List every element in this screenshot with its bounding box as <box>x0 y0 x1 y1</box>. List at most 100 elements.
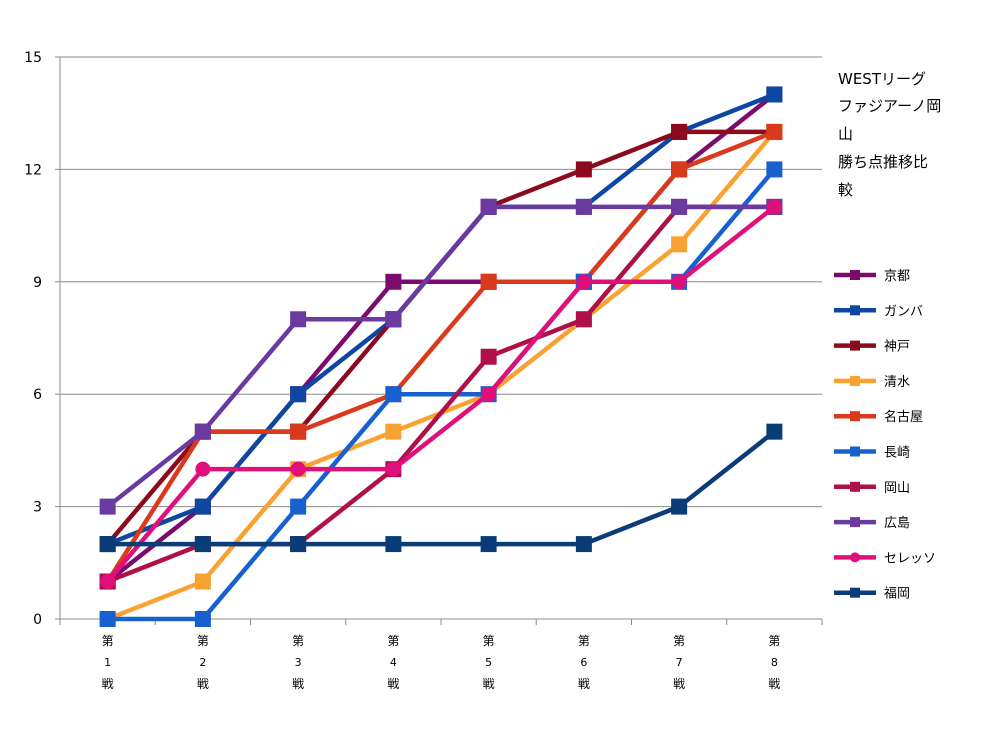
x-label-part: 2 <box>199 656 206 669</box>
x-label-part: 1 <box>104 656 111 669</box>
x-label-part: 戦 <box>768 677 780 691</box>
series-line <box>107 429 776 547</box>
x-label-part: 第 <box>387 634 399 648</box>
x-tick-label-1: 第 1 戦 <box>102 634 114 691</box>
legend-swatch-marker <box>850 517 860 528</box>
legend-item-セレッソ: セレッソ <box>834 551 936 566</box>
data-point <box>576 274 592 290</box>
x-label-part: 戦 <box>387 677 399 691</box>
data-point <box>480 273 497 290</box>
data-point <box>194 536 211 553</box>
data-point <box>290 536 307 553</box>
x-label-part: 第 <box>483 634 495 648</box>
data-point <box>480 348 497 365</box>
title-line-5: 較 <box>838 181 854 199</box>
x-label-part: 第 <box>292 634 304 648</box>
title-line-3: 山 <box>838 125 854 143</box>
data-point <box>671 498 688 515</box>
legend-label: 神戸 <box>884 340 910 355</box>
x-label-part: 第 <box>673 634 685 648</box>
x-tick-label-2: 第 2 戦 <box>197 634 209 691</box>
data-point <box>194 423 211 440</box>
legend-swatch-marker <box>850 552 860 563</box>
x-label-part: 第 <box>197 634 209 648</box>
data-point <box>671 198 688 215</box>
legend-swatch-marker <box>850 411 860 422</box>
data-point <box>480 536 497 553</box>
y-tick-label: 9 <box>33 275 42 291</box>
x-label-part: 6 <box>580 656 587 669</box>
data-point <box>575 536 592 553</box>
data-point <box>194 573 211 590</box>
series-line <box>105 205 776 583</box>
title-line-4: 勝ち点推移比 <box>838 153 929 171</box>
data-point <box>481 386 497 402</box>
y-tick-label: 12 <box>24 162 42 178</box>
title-line-2: ファジアーノ岡 <box>838 97 942 115</box>
legend-item-長崎: 長崎 <box>834 446 910 461</box>
legend-item-清水: 清水 <box>834 375 910 390</box>
data-point <box>385 461 401 477</box>
legend-item-神戸: 神戸 <box>834 340 910 355</box>
data-point <box>100 574 116 590</box>
data-point <box>766 161 783 178</box>
data-point <box>290 461 306 477</box>
x-tick-label-3: 第 3 戦 <box>292 634 304 691</box>
data-point <box>290 311 307 328</box>
legend-label: セレッソ <box>884 551 936 566</box>
legend-label: 京都 <box>884 269 910 284</box>
legend-swatch-marker <box>850 446 860 457</box>
series-福岡 <box>99 423 783 553</box>
legend-label: 長崎 <box>884 446 910 461</box>
data-point <box>671 123 688 140</box>
data-point <box>575 311 592 328</box>
y-tick-label: 0 <box>33 612 42 628</box>
data-point <box>99 536 116 553</box>
x-label-part: 戦 <box>292 677 304 691</box>
legend-label: 広島 <box>884 516 910 531</box>
legend-swatch-marker <box>850 305 860 316</box>
x-label-part: 3 <box>295 656 302 669</box>
series-セレッソ <box>100 199 782 590</box>
title-line-1: WESTリーグ <box>838 70 926 88</box>
legend-swatch-marker <box>850 375 860 386</box>
data-point <box>194 498 211 515</box>
y-tick-label: 15 <box>24 50 42 66</box>
x-label-part: 5 <box>485 656 492 669</box>
data-point <box>671 274 687 290</box>
legend-label: 岡山 <box>884 481 910 496</box>
data-point <box>385 273 402 290</box>
data-point <box>385 386 402 403</box>
data-point <box>290 386 307 403</box>
legend-item-名古屋: 名古屋 <box>834 409 923 425</box>
data-point <box>766 86 783 103</box>
series-line <box>106 204 775 509</box>
legend-item-広島: 広島 <box>834 516 910 531</box>
x-label-part: 第 <box>102 634 114 648</box>
x-label-part: 4 <box>390 656 397 669</box>
data-point <box>99 498 116 515</box>
legend-item-ガンバ: ガンバ <box>834 304 923 319</box>
x-tick-label-4: 第 4 戦 <box>387 634 399 691</box>
y-tick-label: 6 <box>33 387 42 403</box>
data-point <box>575 198 592 215</box>
x-label-part: 戦 <box>197 677 209 691</box>
data-point <box>99 611 116 627</box>
x-label-part: 第 <box>578 634 590 648</box>
x-tick-label-8: 第 8 戦 <box>768 634 780 691</box>
x-label-part: 8 <box>771 656 778 669</box>
legend-swatch-marker <box>850 340 860 351</box>
x-tick-label-6: 第 6 戦 <box>578 634 590 691</box>
x-label-part: 第 <box>768 634 780 648</box>
legend-label: ガンバ <box>884 304 923 319</box>
data-point <box>480 198 497 215</box>
series-名古屋 <box>99 123 783 590</box>
series-layer <box>99 86 783 627</box>
series-line <box>105 129 776 583</box>
x-label-part: 戦 <box>102 677 114 691</box>
series-ガンバ <box>99 86 783 553</box>
data-point <box>766 199 782 215</box>
data-point <box>290 498 307 515</box>
